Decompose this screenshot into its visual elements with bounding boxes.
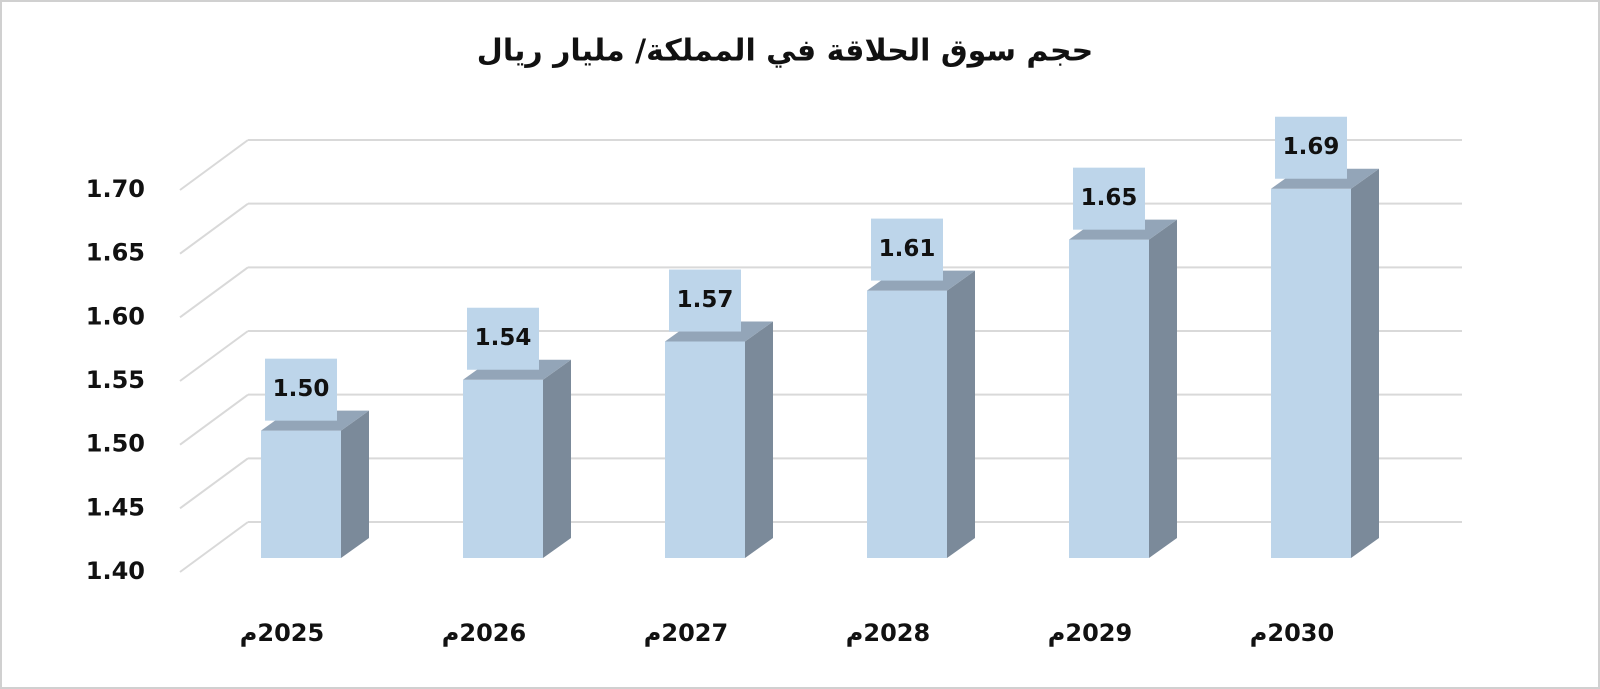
value-label-box xyxy=(1073,167,1145,230)
bar-front xyxy=(1069,239,1149,558)
bar-side xyxy=(543,359,571,558)
y-tick-label: 1.55 xyxy=(86,366,145,394)
value-label-box xyxy=(871,218,943,281)
bar-front xyxy=(867,290,947,558)
bar xyxy=(1271,168,1379,558)
value-label-box xyxy=(1275,116,1347,179)
y-tick-label: 1.60 xyxy=(86,302,145,330)
grid-line-diagonal xyxy=(179,139,249,191)
bar-front xyxy=(463,379,543,558)
x-tick-label: 2027م xyxy=(644,619,728,647)
value-label-box xyxy=(669,269,741,332)
x-tick-label: 2028م xyxy=(846,619,930,647)
bar xyxy=(665,321,773,558)
value-label-box xyxy=(265,358,337,421)
y-tick-label: 1.45 xyxy=(86,493,145,521)
grid-line-diagonal xyxy=(179,521,249,573)
bar-front xyxy=(665,341,745,558)
bar-side xyxy=(1351,168,1379,558)
value-label: 1.54 xyxy=(475,325,532,351)
grid-line-diagonal xyxy=(179,202,249,255)
bar-side xyxy=(745,321,773,558)
value-label-box xyxy=(467,307,539,370)
y-tick-label: 1.40 xyxy=(86,557,145,585)
x-tick-label: 2029م xyxy=(1048,619,1132,647)
y-tick-label: 1.65 xyxy=(86,239,145,267)
chart-title: حجم سوق الحلاقة في المملكة/ مليار ريال xyxy=(477,34,1093,69)
bar xyxy=(867,270,975,558)
y-tick-label: 1.50 xyxy=(86,430,145,458)
value-label: 1.57 xyxy=(677,287,734,313)
x-tick-label: 2026م xyxy=(442,619,526,647)
bar-side xyxy=(341,410,369,558)
y-tick-label: 1.70 xyxy=(86,175,145,203)
grid-line-diagonal xyxy=(179,393,249,446)
value-label: 1.65 xyxy=(1081,185,1138,211)
bar xyxy=(261,410,369,558)
bar-front xyxy=(1271,188,1351,558)
x-tick-label: 2030م xyxy=(1250,619,1334,647)
bar-side xyxy=(1149,219,1177,558)
grid-line-diagonal xyxy=(179,457,249,510)
x-tick-label: 2025م xyxy=(240,619,324,647)
grid-line-diagonal xyxy=(179,330,249,382)
bar-side xyxy=(947,270,975,558)
value-label: 1.69 xyxy=(1283,134,1340,160)
value-label: 1.50 xyxy=(273,376,330,402)
value-label: 1.61 xyxy=(879,236,936,262)
grid-line-diagonal xyxy=(179,266,249,319)
bar xyxy=(463,359,571,558)
bar-front xyxy=(261,430,341,558)
bar xyxy=(1069,219,1177,558)
